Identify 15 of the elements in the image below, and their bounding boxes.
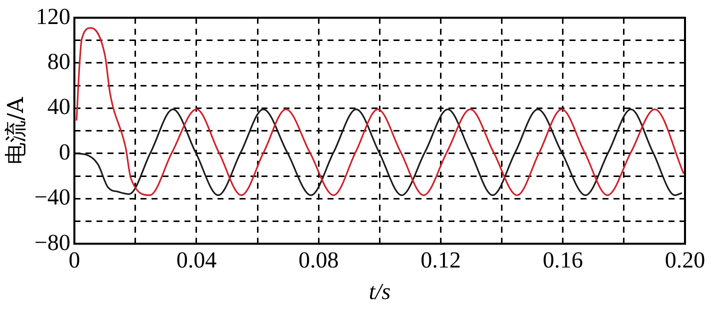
y-tick-label: −80: [34, 230, 70, 255]
x-tick-label: 0.04: [176, 248, 218, 273]
y-tick-label: 40: [47, 94, 70, 120]
x-tick-label: 0.16: [542, 248, 583, 273]
y-tick-label: 120: [36, 4, 70, 29]
x-tick-label: 0.20: [664, 248, 706, 273]
y-tick-label: 0: [58, 139, 70, 164]
line-series: [74, 108, 683, 196]
y-tick-label: 80: [47, 49, 70, 74]
x-tick-label: 0.12: [420, 248, 461, 273]
x-tick-label: 0.08: [298, 248, 339, 273]
y-tick-label: −40: [34, 184, 70, 210]
line-series: [76, 27, 685, 196]
y-axis-title: 电流/A: [4, 96, 29, 164]
x-axis-title: t/s: [368, 279, 391, 304]
